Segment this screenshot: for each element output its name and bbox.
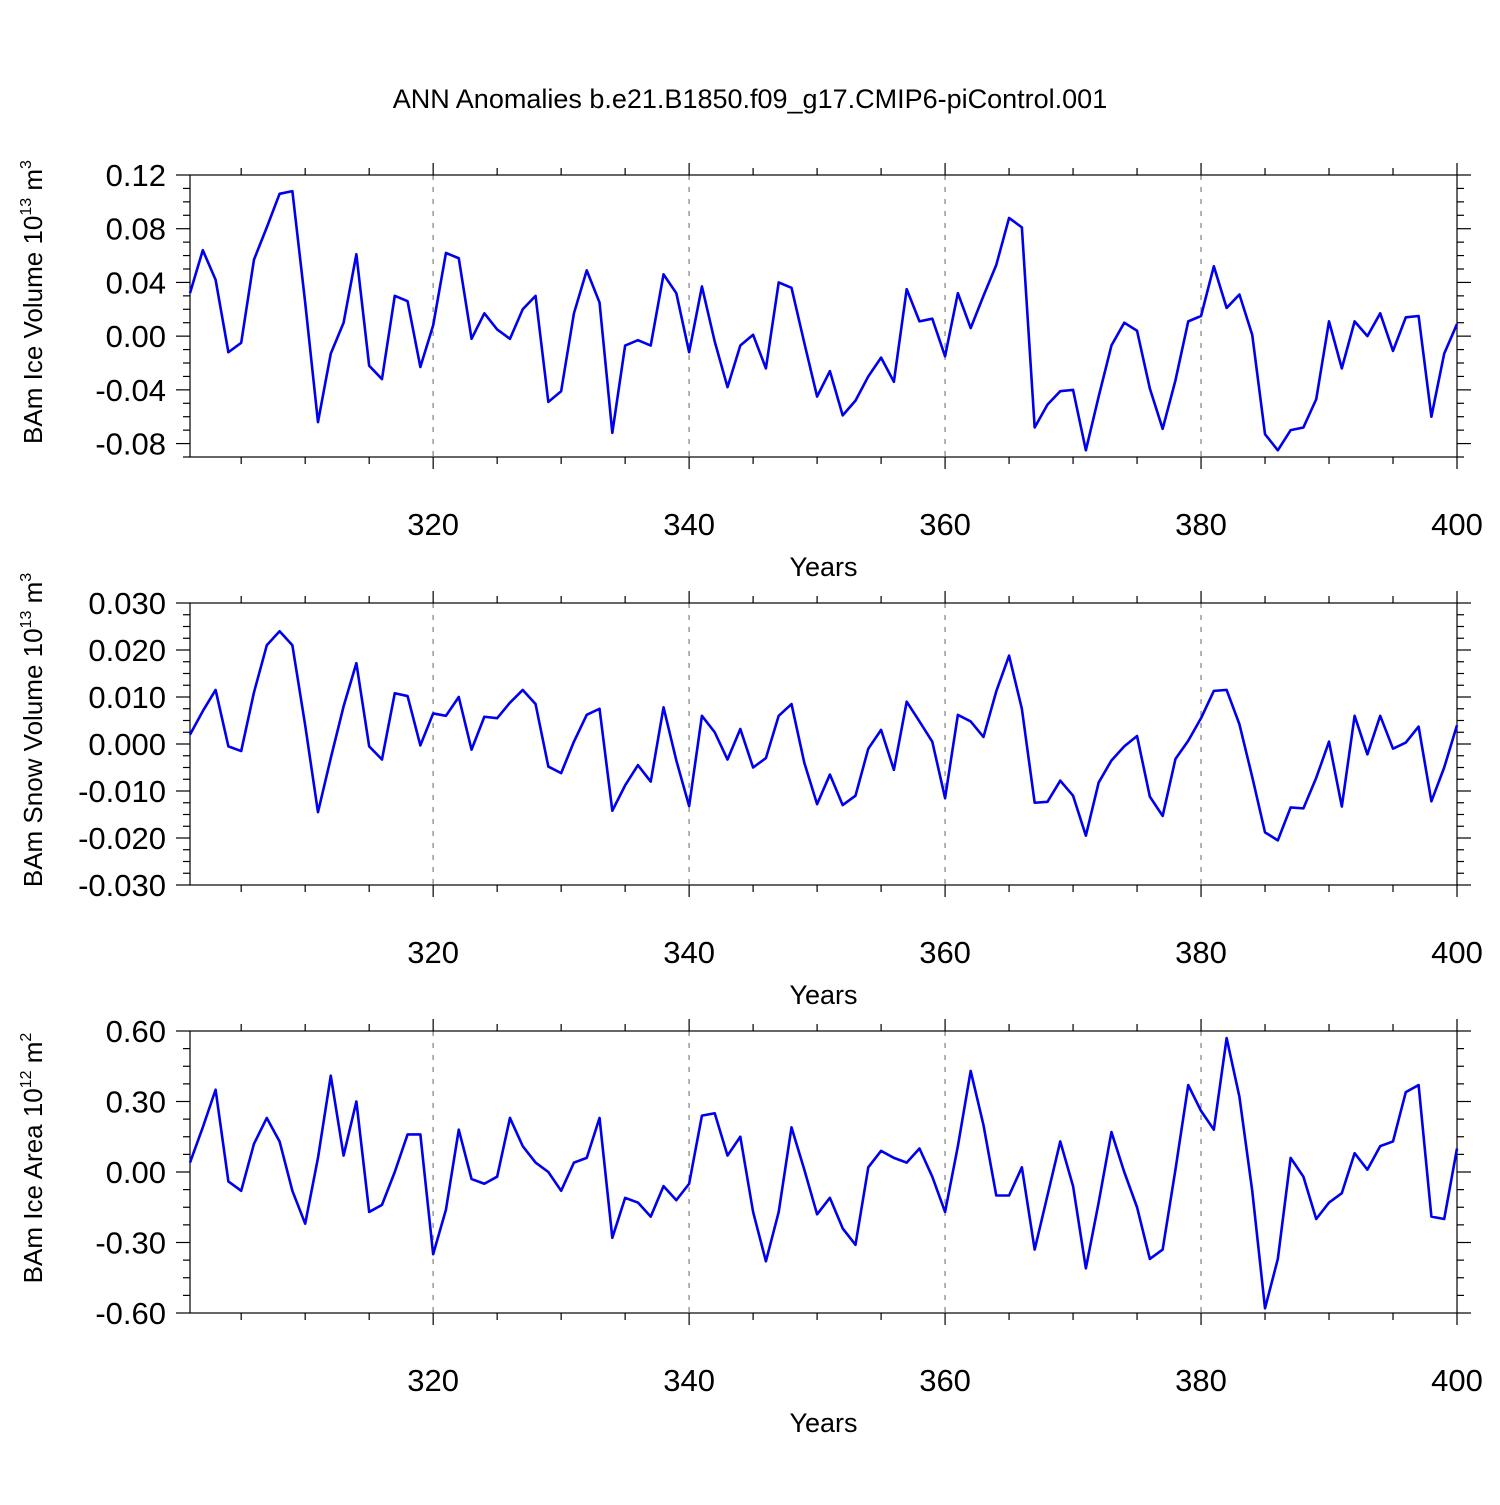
x-tick-label: 360 bbox=[919, 507, 971, 542]
y-tick-label: 0.010 bbox=[88, 680, 166, 715]
y-axis-label: BAm Ice Area 1012 m2 bbox=[18, 1033, 48, 1284]
plot-frame bbox=[189, 174, 1458, 458]
x-tick-label: 340 bbox=[663, 507, 715, 542]
y-tick-label: 0.000 bbox=[88, 727, 166, 762]
y-tick-label: -0.60 bbox=[95, 1296, 166, 1331]
x-tick-label: 320 bbox=[407, 935, 459, 970]
x-tick-label: 400 bbox=[1431, 507, 1483, 542]
y-axis-label-part: m bbox=[18, 1042, 48, 1071]
y-axis-label-superscript: 3 bbox=[18, 160, 35, 169]
x-tick-label: 320 bbox=[407, 507, 459, 542]
y-axis-label-superscript: 13 bbox=[18, 611, 35, 629]
y-tick-label: -0.020 bbox=[78, 821, 166, 856]
y-tick-label: 0.00 bbox=[106, 1155, 166, 1190]
x-tick-label: 340 bbox=[663, 935, 715, 970]
panel-3: 0.60 0.30 0.00 -0.30 -0.60 320 340 360 380 400 Yea… bbox=[18, 1014, 1483, 1438]
y-tick-label: 0.00 bbox=[106, 319, 166, 354]
y-tick-label: -0.010 bbox=[78, 774, 166, 809]
y-axis-label-part: m bbox=[18, 582, 48, 611]
y-axis-label-part: BAm Ice Volume 10 bbox=[18, 216, 48, 444]
series-line bbox=[188, 629, 1459, 842]
x-axis-label: Years bbox=[789, 980, 857, 1010]
plot-frame bbox=[189, 602, 1458, 886]
y-tick-label: 0.030 bbox=[88, 586, 166, 621]
x-tick-label: 320 bbox=[407, 1363, 459, 1398]
y-tick-label: -0.08 bbox=[95, 427, 166, 462]
y-axis-label-part: BAm Ice Area 10 bbox=[18, 1088, 48, 1283]
y-tick-label: 0.08 bbox=[106, 212, 166, 247]
y-tick-label: 0.30 bbox=[106, 1085, 166, 1120]
panel-2: 0.030 0.020 0.010 0.000 -0.010 -0.020 -0.030 32… bbox=[18, 573, 1483, 1010]
x-tick-label: 400 bbox=[1431, 935, 1483, 970]
plot-frame bbox=[189, 1030, 1458, 1314]
x-tick-label: 380 bbox=[1175, 935, 1227, 970]
y-axis-label-superscript: 12 bbox=[18, 1070, 35, 1088]
panel-1: 0.12 0.08 0.04 0.00 -0.04 -0.08 320 340 360 380 40… bbox=[18, 158, 1483, 582]
y-tick-label: 0.60 bbox=[106, 1014, 166, 1049]
figure-title: ANN Anomalies b.e21.B1850.f09_g17.CMIP6-… bbox=[392, 84, 1108, 114]
y-axis-label-part: m bbox=[18, 169, 48, 198]
x-tick-label: 380 bbox=[1175, 507, 1227, 542]
y-axis-label-superscript: 13 bbox=[18, 198, 35, 216]
x-axis-label: Years bbox=[789, 552, 857, 582]
series-line bbox=[188, 189, 1459, 452]
y-axis-label-superscript: 2 bbox=[18, 1033, 35, 1042]
y-axis-label-superscript: 3 bbox=[18, 573, 35, 582]
x-tick-label: 400 bbox=[1431, 1363, 1483, 1398]
y-tick-label: 0.04 bbox=[106, 265, 166, 300]
y-tick-label: -0.30 bbox=[95, 1226, 166, 1261]
y-tick-label: 0.020 bbox=[88, 633, 166, 668]
x-tick-label: 380 bbox=[1175, 1363, 1227, 1398]
y-tick-label: -0.030 bbox=[78, 868, 166, 903]
x-axis-label: Years bbox=[789, 1408, 857, 1438]
x-tick-label: 340 bbox=[663, 1363, 715, 1398]
y-axis-label: BAm Ice Volume 1013 m3 bbox=[18, 160, 48, 444]
y-axis-label: BAm Snow Volume 1013 m3 bbox=[18, 573, 48, 887]
series-line bbox=[188, 1036, 1459, 1310]
y-tick-label: -0.04 bbox=[95, 373, 166, 408]
x-tick-label: 360 bbox=[919, 1363, 971, 1398]
x-tick-label: 360 bbox=[919, 935, 971, 970]
y-axis-label-part: BAm Snow Volume 10 bbox=[18, 628, 48, 887]
y-tick-label: 0.12 bbox=[106, 158, 166, 193]
